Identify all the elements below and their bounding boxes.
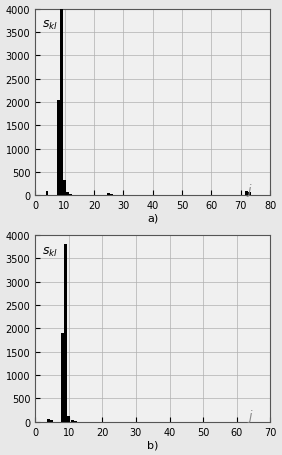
Bar [63,180,66,196]
Bar [107,193,110,196]
Bar [64,245,67,422]
X-axis label: b): b) [147,440,158,450]
Text: $\mathit{j}$: $\mathit{j}$ [247,407,254,425]
Text: $\mathit{s}_{kl}$: $\mathit{s}_{kl}$ [42,19,58,32]
Bar [60,10,63,196]
Bar [47,419,50,422]
Text: $\mathit{j}$: $\mathit{j}$ [246,181,253,198]
Bar [61,334,63,422]
Bar [69,194,72,196]
Bar [248,192,251,196]
Bar [67,416,70,422]
Bar [74,421,77,422]
Bar [57,100,60,196]
Bar [110,195,113,196]
Text: $\mathit{s}_{kl}$: $\mathit{s}_{kl}$ [42,245,58,258]
Bar [245,191,248,196]
X-axis label: a): a) [147,213,158,223]
Bar [46,191,48,196]
Bar [50,420,54,422]
Bar [70,420,74,422]
Bar [66,192,69,196]
